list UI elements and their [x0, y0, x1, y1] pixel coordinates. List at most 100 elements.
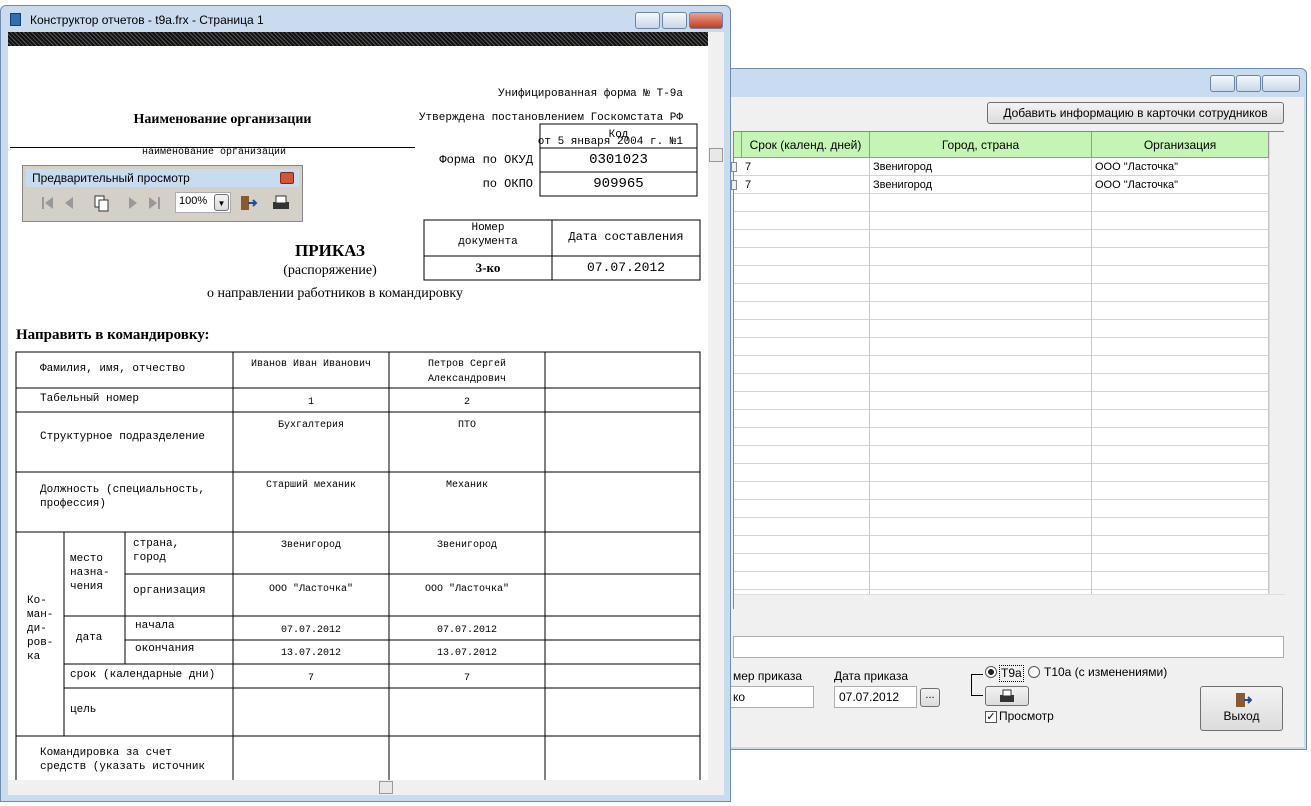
browse-button[interactable]: ...: [920, 688, 940, 707]
radio-t9a[interactable]: [985, 666, 997, 678]
vertical-scrollbar[interactable]: [708, 32, 724, 780]
employee-dept: ПТО: [457, 420, 476, 431]
employee-days: 7: [463, 673, 470, 684]
minimize-button[interactable]: [1210, 75, 1235, 92]
org-name: Наименование организации: [133, 112, 312, 127]
employee-start: 07.07.2012: [280, 625, 341, 636]
radio-t10a-label[interactable]: Т10а (с изменениями): [1044, 665, 1168, 679]
order-title: ПРИКАЗ: [295, 241, 365, 260]
preview-toolbar: Предварительный просмотр 100% ▼: [22, 165, 303, 222]
horizontal-scrollbar[interactable]: [734, 594, 1285, 609]
grid-header-left: [734, 132, 742, 158]
employee-organization: ООО "Ласточка": [268, 584, 353, 595]
order-purpose: о направлении работников в командировку: [206, 286, 464, 301]
column-header[interactable]: Организация: [1092, 132, 1269, 158]
okpo-label: по ОКПО: [482, 177, 533, 191]
employee-tab-number: 2: [463, 397, 470, 408]
row-label: Должность (специальность, профессия): [40, 484, 206, 510]
header-line: Унифицированная форма № Т-9а: [498, 88, 683, 100]
employee-tab-number: 1: [307, 397, 314, 408]
row-label: окончания: [135, 643, 195, 655]
maximize-button[interactable]: [1236, 75, 1261, 92]
section-title: Направить в командировку:: [16, 327, 210, 343]
okud-code: 0301023: [589, 152, 648, 168]
preview-checkbox[interactable]: ✓: [985, 711, 997, 723]
employee-position: Механик: [445, 480, 488, 491]
okud-label: Форма по ОКУД: [439, 153, 533, 167]
code-header: Код: [608, 129, 629, 141]
nav-buttons: [42, 195, 160, 212]
row-label: срок (календарные дни): [70, 669, 216, 681]
form-lines: [15, 123, 701, 780]
scroll-thumb[interactable]: [379, 781, 393, 794]
group-bracket: [971, 674, 983, 696]
row-label: страна, город: [133, 538, 180, 564]
row-label: место назна- чения: [70, 553, 110, 593]
grid-cell[interactable]: ООО "Ласточка": [1095, 161, 1179, 173]
employee-end: 13.07.2012: [280, 648, 341, 659]
preview-checkbox-label[interactable]: Просмотр: [999, 709, 1054, 723]
vertical-scrollbar[interactable]: [1269, 132, 1285, 594]
employee-organization: ООО "Ласточка": [424, 584, 509, 595]
doc-number-header: Номер документа: [458, 222, 518, 248]
scroll-thumb[interactable]: [709, 148, 723, 162]
order-date-label: Дата приказа: [834, 669, 909, 683]
doc-date: 07.07.2012: [586, 260, 665, 275]
header-line: от 5 января 2004 г. №1: [537, 136, 683, 148]
page-strip: [8, 32, 708, 46]
employee-end: 13.07.2012: [436, 648, 497, 659]
text-field[interactable]: [733, 636, 1284, 658]
print-button[interactable]: [985, 686, 1029, 706]
employee-dept: Бухгалтерия: [277, 420, 344, 431]
radio-t10a[interactable]: [1028, 666, 1040, 678]
radio-t9a-label[interactable]: Т9а: [999, 665, 1024, 682]
doc-date-header: Дата составления: [568, 230, 684, 244]
employees-grid: Срок (календ. дней) Город, страна Организа…: [731, 131, 1285, 609]
employee-name: Петров Сергей Александрович: [427, 359, 506, 385]
maximize-button[interactable]: [662, 12, 687, 29]
close-button[interactable]: [689, 12, 723, 29]
close-button[interactable]: [1262, 75, 1300, 92]
row-label: Табельный номер: [40, 393, 140, 405]
row-label: Ко- ман- ди- ров- ка: [27, 595, 54, 663]
org-caption: наименование организации: [141, 147, 287, 158]
toolbar-close[interactable]: [280, 172, 294, 184]
toolbar-titlebar: [26, 169, 299, 187]
column-header[interactable]: Срок (календ. дней): [742, 132, 870, 158]
org-underline: [10, 147, 415, 148]
grid-cell[interactable]: ООО "Ласточка": [1095, 179, 1179, 191]
toolbar-title: Предварительный просмотр: [32, 171, 190, 185]
grid-cell[interactable]: 7: [745, 179, 752, 191]
toolbar-actions: [241, 195, 289, 210]
minimize-button[interactable]: [635, 12, 660, 29]
row-marker: [731, 180, 737, 190]
horizontal-scrollbar[interactable]: [8, 780, 724, 795]
order-number-label: мер приказа: [733, 669, 803, 683]
employee-name: Иванов Иван Иванович: [250, 359, 372, 370]
column-separator: [1268, 158, 1269, 594]
row-label: Командировка за счет средств (указать ис…: [40, 747, 206, 773]
column-separator: [869, 158, 870, 594]
doc-number: 3-ко: [475, 260, 501, 275]
order-subtitle: (распоряжение): [283, 263, 377, 278]
employee-position: Старший механик: [265, 480, 356, 491]
row-label: цель: [70, 704, 97, 716]
form-header: Унифицированная форма № Т-9а Утверждена …: [419, 76, 683, 160]
grid-cell[interactable]: Звенигород: [873, 161, 933, 173]
exit-icon: [1236, 693, 1252, 707]
zoom-dropdown[interactable]: ▼: [214, 194, 229, 211]
employee-city: Звенигород: [280, 540, 341, 551]
grid-cell[interactable]: 7: [745, 161, 752, 173]
exit-button[interactable]: Выход: [1200, 686, 1283, 731]
exit-label: Выход: [1223, 709, 1260, 723]
grid-rows: [734, 158, 1269, 594]
employee-start: 07.07.2012: [436, 625, 497, 636]
order-date-input[interactable]: 07.07.2012: [834, 686, 917, 708]
row-label: начала: [135, 620, 175, 632]
column-header[interactable]: Город, страна: [870, 132, 1092, 158]
window-title: Конструктор отчетов - t9a.frx - Страница…: [30, 13, 264, 27]
grid-cell[interactable]: Звенигород: [873, 179, 933, 191]
add-info-button[interactable]: Добавить информацию в карточки сотрудник…: [987, 102, 1284, 124]
order-number-input[interactable]: ко: [728, 686, 814, 708]
employee-city: Звенигород: [436, 540, 497, 551]
